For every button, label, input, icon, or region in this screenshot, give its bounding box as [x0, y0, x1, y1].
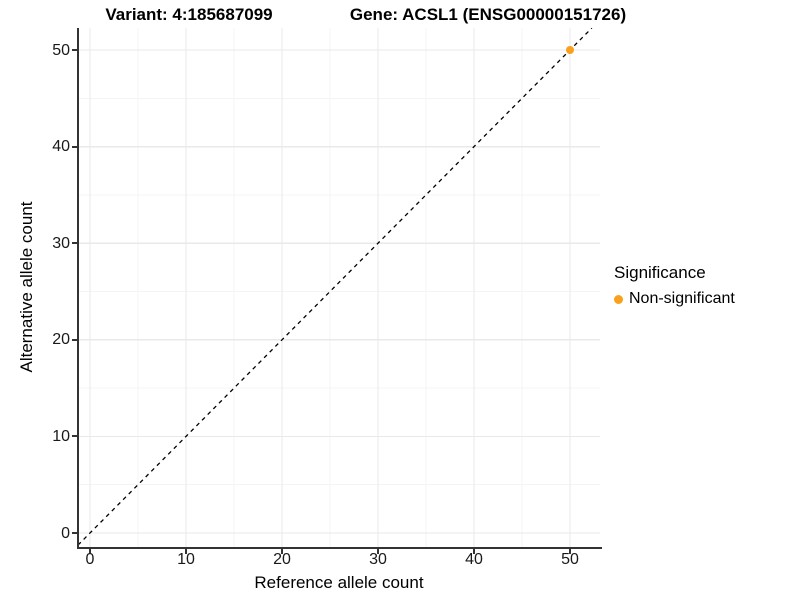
- y-tick-mark: [72, 145, 77, 148]
- plot-title-gene: Gene: ACSL1 (ENSG00000151726): [349, 5, 627, 24]
- legend: Significance Non-significant: [614, 263, 735, 308]
- x-tick-mark: [473, 549, 475, 554]
- legend-item-label: Non-significant: [629, 290, 735, 307]
- plot-title-variant: Variant: 4:185687099: [105, 5, 273, 24]
- y-tick-mark: [72, 435, 77, 438]
- y-tick-mark: [72, 49, 77, 51]
- x-tick-mark: [89, 549, 91, 554]
- x-tick-mark: [281, 549, 283, 554]
- data-point: [566, 46, 574, 54]
- x-tick-label: 40: [465, 551, 483, 568]
- x-tick-mark: [185, 549, 187, 554]
- y-tick-label: 30: [52, 234, 70, 252]
- x-tick-label: 10: [177, 551, 195, 568]
- y-tick-label: 50: [52, 41, 70, 59]
- y-tick-label: 20: [52, 331, 70, 349]
- y-tick-label: 0: [61, 524, 70, 542]
- y-axis-line: [77, 28, 79, 549]
- y-tick-mark: [72, 338, 77, 341]
- x-tick-mark: [377, 549, 379, 554]
- x-tick-label: 50: [561, 551, 579, 568]
- x-tick-mark: [569, 549, 571, 554]
- plot-panel-canvas: [78, 28, 600, 547]
- legend-point-swatch-icon: [614, 294, 623, 304]
- x-tick-label: 0: [85, 551, 95, 568]
- x-axis-title: Reference allele count: [254, 573, 424, 592]
- y-tick-label: 10: [52, 427, 70, 445]
- y-tick-mark: [72, 532, 77, 534]
- x-tick-label: 20: [273, 551, 291, 568]
- identity-line: [78, 28, 593, 546]
- x-tick-label: 30: [369, 551, 387, 568]
- x-axis-line: [77, 547, 602, 549]
- y-tick-label: 40: [52, 138, 70, 156]
- legend-title: Significance: [614, 263, 706, 282]
- y-tick-mark: [72, 242, 77, 245]
- legend-item-non-significant: Non-significant: [614, 290, 735, 308]
